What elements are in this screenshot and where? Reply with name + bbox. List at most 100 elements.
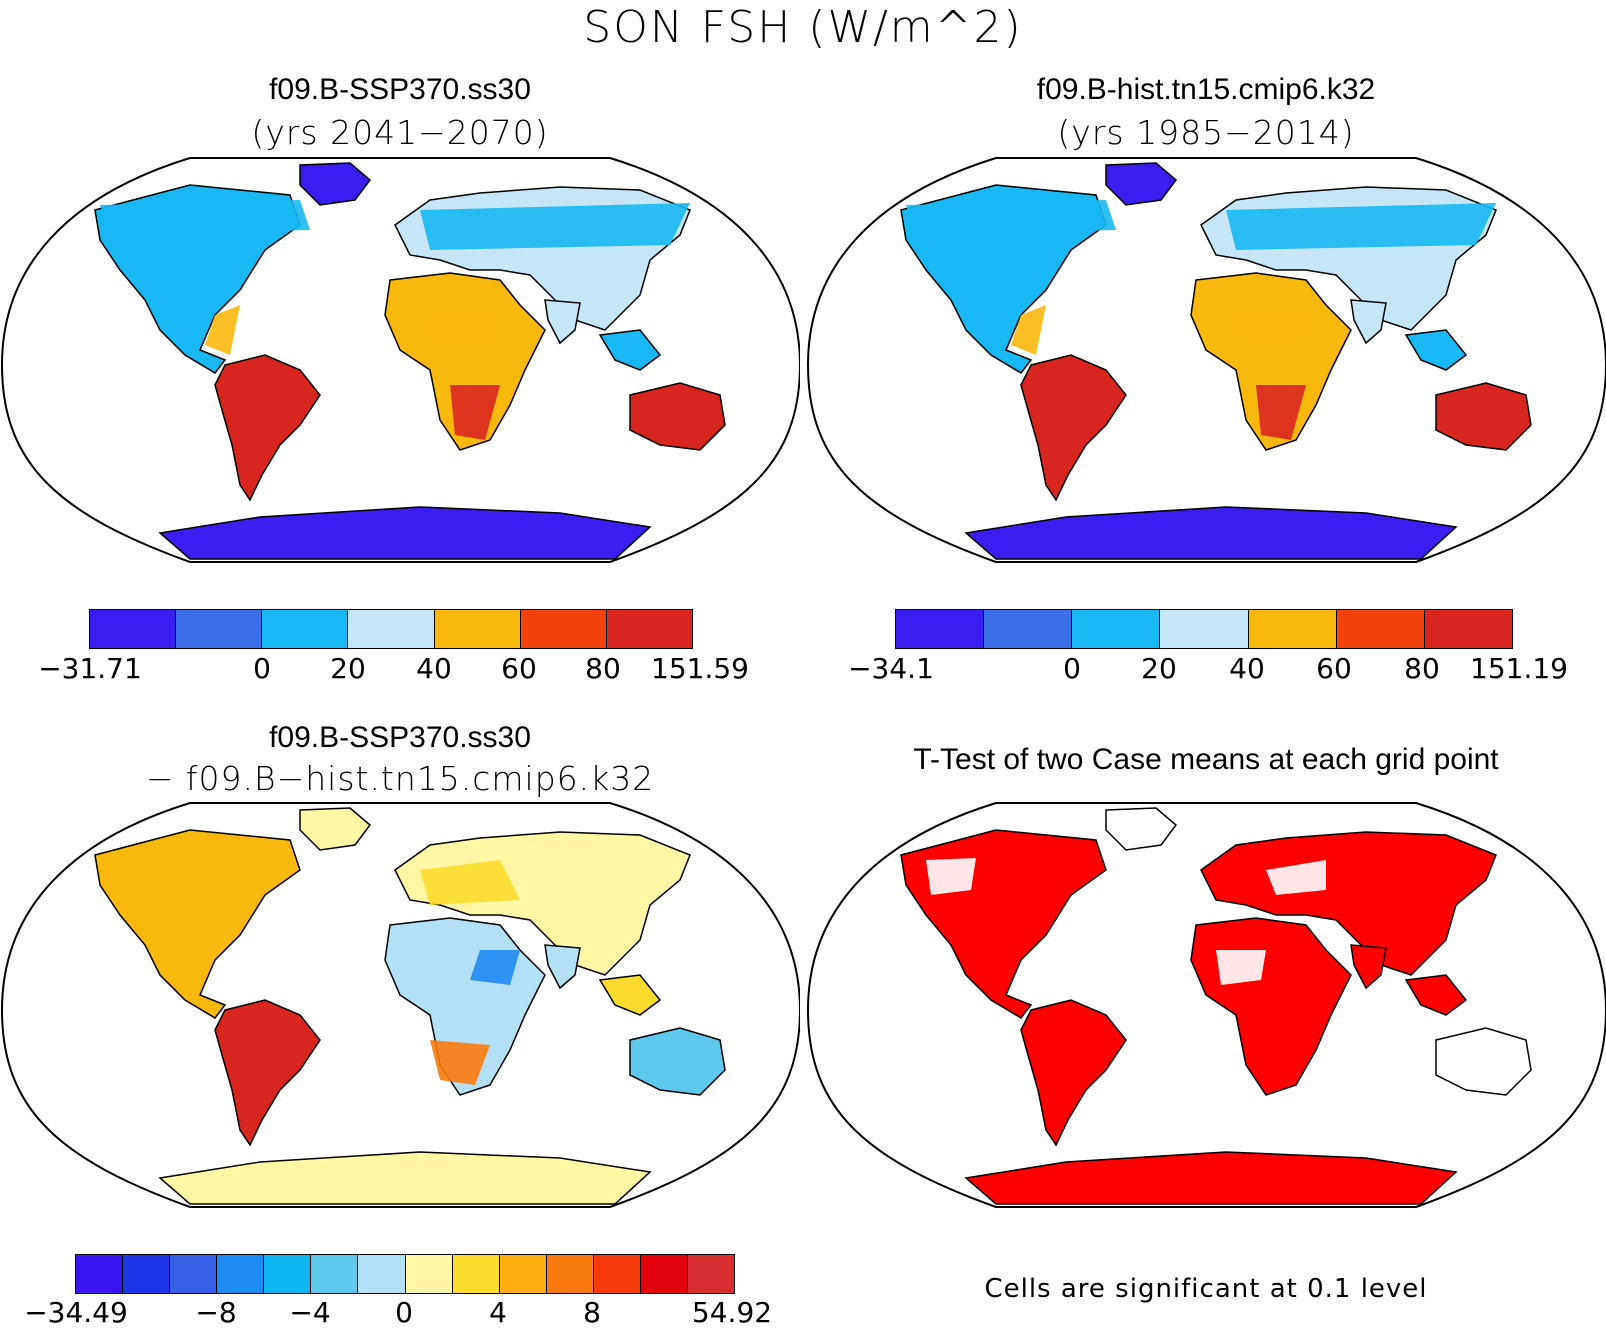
colorbar-tl-tick: 20 (330, 652, 366, 685)
map-panel-tr (806, 157, 1606, 563)
colorbar-bl-tick: −34.49 (24, 1296, 128, 1329)
landmass-australia (1435, 1027, 1532, 1096)
colorbar-bl-swatch (688, 1255, 735, 1293)
landmass-australia (1435, 382, 1532, 451)
panel-tl-subtitle: (yrs 2041−2070) (251, 113, 549, 152)
landmass-seasia (1404, 974, 1468, 1016)
landmass-antarctica (964, 1151, 1458, 1205)
colorbar-bl (75, 1254, 735, 1294)
field-patch (1266, 860, 1326, 895)
colorbar-tl-swatch (348, 610, 435, 648)
field-patch (450, 385, 500, 440)
field-patch (470, 950, 520, 985)
colorbar-tr-tick: 80 (1404, 652, 1440, 685)
colorbar-bl-swatch (311, 1255, 359, 1293)
field-patch (420, 203, 690, 250)
landmass-greenland (1105, 162, 1178, 206)
landmass-india (544, 299, 581, 345)
field-patch (420, 305, 510, 345)
field-patch (205, 305, 240, 355)
colorbar-tr-swatch (1336, 610, 1425, 648)
field-patch (100, 200, 310, 235)
field-patch (1256, 385, 1306, 440)
panel-tr-title: f09.B-hist.tn15.cmip6.k32 (1036, 73, 1376, 106)
colorbar-bl-swatch (452, 1255, 500, 1293)
colorbar-bl-swatch (170, 1255, 218, 1293)
significance-footnote: Cells are significant at 0.1 level (984, 1274, 1428, 1304)
landmass-india (1350, 299, 1387, 345)
panel-bl-title: f09.B-SSP370.ss30 (269, 721, 531, 754)
colorbar-tr-swatch (1160, 610, 1249, 648)
colorbar-bl-swatch (405, 1255, 453, 1293)
field-patch (1226, 305, 1316, 345)
colorbar-tr-swatch (1072, 610, 1161, 648)
landmass-seasia (598, 329, 662, 371)
field-patch (1011, 305, 1046, 355)
colorbar-bl-tick: 4 (489, 1296, 507, 1329)
colorbar-tl-swatch (176, 610, 263, 648)
map-border (806, 802, 1606, 1208)
colorbar-bl-tick: 0 (395, 1296, 413, 1329)
colorbar-tl-ticks: −31.71 0 20 40 60 80 151.59 (0, 652, 800, 688)
field-patch (1226, 203, 1496, 250)
colorbar-tr-tick: 60 (1316, 652, 1352, 685)
landmass-greenland (299, 807, 372, 851)
colorbar-tl-tick: −31.71 (38, 652, 142, 685)
landmass-namerica (94, 829, 301, 1019)
colorbar-bl-swatch (640, 1255, 689, 1293)
landmass-eurasia (1200, 831, 1497, 976)
landmass-seasia (598, 974, 662, 1016)
colorbar-bl-tick: 8 (583, 1296, 601, 1329)
colorbar-tr-ticks: −34.1 0 20 40 60 80 151.19 (806, 652, 1606, 688)
landmass-samerica (1020, 999, 1127, 1147)
landmass-australia (629, 1027, 726, 1096)
landmass-antarctica (158, 506, 652, 560)
colorbar-tr-swatch (984, 610, 1073, 648)
landmass-india (544, 944, 581, 990)
colorbar-bl-tick: 54.92 (691, 1296, 773, 1329)
colorbar-bl-swatch (264, 1255, 312, 1293)
panel-tr-subtitle: (yrs 1985−2014) (1057, 113, 1355, 152)
figure-title: SON FSH (W/m^2) (583, 2, 1023, 53)
colorbar-bl-ticks: −34.49 −8 −4 0 4 8 54.92 (0, 1296, 800, 1332)
colorbar-tr-tick: 40 (1229, 652, 1265, 685)
colorbar-bl-swatch (76, 1255, 124, 1293)
map-border (0, 157, 800, 563)
landmass-seasia (1404, 329, 1468, 371)
landmass-antarctica (964, 506, 1458, 560)
panel-br-title: T-Test of two Case means at each grid po… (913, 743, 1499, 776)
landmass-greenland (299, 162, 372, 206)
colorbar-tl-swatch (606, 610, 692, 648)
colorbar-tr-swatch (1424, 610, 1512, 648)
landmass-australia (629, 382, 726, 451)
colorbar-bl-swatch (546, 1255, 594, 1293)
colorbar-bl-swatch (593, 1255, 641, 1293)
map-panel-br (806, 802, 1606, 1208)
colorbar-tr-tick: 0 (1063, 652, 1081, 685)
landmass-greenland (1105, 807, 1178, 851)
colorbar-tr (895, 609, 1513, 649)
panel-tl-title: f09.B-SSP370.ss30 (269, 73, 531, 106)
field-patch (430, 1040, 490, 1085)
field-patch (926, 858, 976, 895)
colorbar-bl-tick: −8 (195, 1296, 237, 1329)
panel-bl-subtitle: − f09.B−hist.tn15.cmip6.k32 (145, 759, 655, 798)
map-border (0, 802, 800, 1208)
landmass-antarctica (158, 1151, 652, 1205)
colorbar-tr-tick: 151.19 (1470, 652, 1568, 685)
colorbar-tr-tick: −34.1 (848, 652, 934, 685)
colorbar-tr-tick: 20 (1141, 652, 1177, 685)
map-panel-tl (0, 157, 800, 563)
colorbar-tl-tick: 60 (501, 652, 537, 685)
field-patch (1216, 950, 1266, 985)
colorbar-tr-swatch (896, 610, 985, 648)
colorbar-tl-swatch (262, 610, 349, 648)
colorbar-bl-swatch (217, 1255, 265, 1293)
colorbar-tl-tick: 80 (585, 652, 621, 685)
landmass-samerica (214, 354, 321, 502)
field-patch (420, 860, 520, 905)
colorbar-bl-swatch (123, 1255, 171, 1293)
colorbar-tl-tick: 40 (416, 652, 452, 685)
colorbar-tr-swatch (1248, 610, 1337, 648)
map-panel-bl (0, 802, 800, 1208)
